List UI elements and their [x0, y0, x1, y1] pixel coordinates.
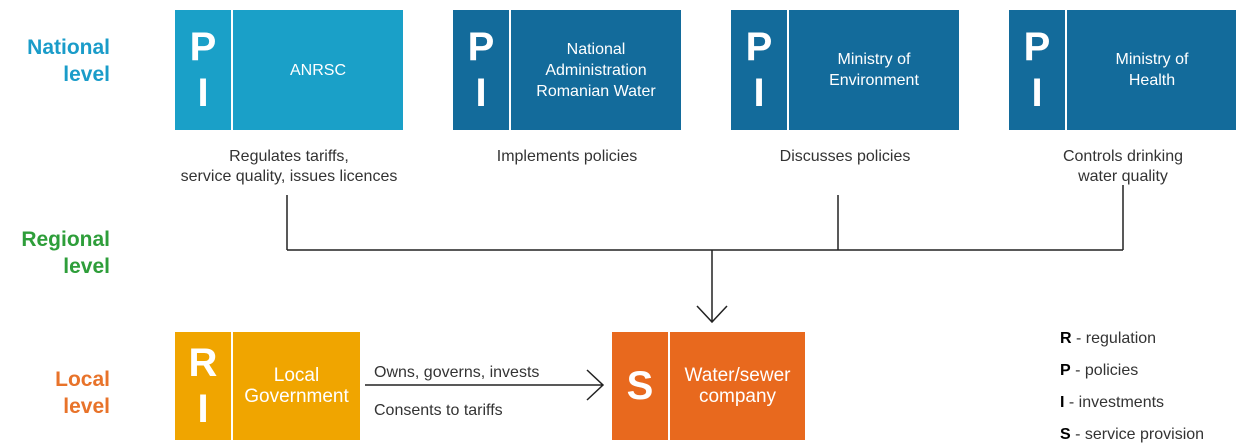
legend-item: R - regulation — [1060, 330, 1156, 348]
label-line: ANRSC — [289, 61, 346, 79]
arrowhead — [696, 305, 728, 324]
letters: S — [612, 332, 670, 440]
description-line: service quality, issues licences — [180, 168, 398, 185]
box: P I National Administration Romanian Water — [453, 10, 681, 130]
description-line: Regulates tariffs, — [229, 148, 349, 165]
letter: P — [745, 25, 773, 69]
arrow-label: Owns, governs, invests — [374, 364, 540, 381]
label-line: company — [698, 386, 777, 407]
description: Discusses policies — [701, 147, 989, 167]
level-label: Regional level — [0, 226, 110, 280]
letter: I — [197, 387, 209, 431]
legend-item: S - service provision — [1060, 426, 1204, 444]
legend-item: I - investments — [1060, 394, 1164, 412]
legend-key: S — [1060, 426, 1071, 443]
description: Regulates tariffs, service quality, issue… — [145, 147, 433, 187]
label-line: Romanian Water — [536, 82, 656, 100]
legend-text: - regulation — [1076, 330, 1157, 347]
level-line: level — [63, 63, 110, 86]
label-line: Health — [1128, 72, 1176, 89]
box: P I ANRSC — [175, 10, 403, 130]
box-label: National Administration Romanian Water — [511, 10, 681, 130]
label-line: Ministry of — [1115, 51, 1189, 68]
letter: I — [475, 71, 487, 115]
level-label: Local level — [0, 366, 110, 420]
letter: R — [188, 341, 218, 385]
description-line: Implements policies — [496, 148, 638, 165]
box: P I Ministry of Environment — [731, 10, 959, 130]
connector-lines — [286, 185, 1124, 322]
box-label: Ministry of Health — [1067, 10, 1236, 130]
letter: I — [753, 71, 765, 115]
box-label: Ministry of Environment — [789, 10, 959, 130]
description-line: Discusses policies — [779, 148, 911, 165]
legend-text: - service provision — [1075, 426, 1205, 443]
legend-key: I — [1060, 394, 1065, 411]
box-label: Local Government — [233, 332, 360, 440]
label-line: Government — [244, 386, 349, 407]
label-line: National — [566, 40, 626, 58]
description-line: Controls drinking — [1062, 148, 1184, 165]
legend-text: - policies — [1075, 362, 1139, 379]
letter: I — [1031, 71, 1043, 115]
legend-text: - investments — [1068, 394, 1165, 411]
label-line: Administration — [545, 61, 647, 79]
label-line: Environment — [829, 72, 919, 89]
level-label: National level — [0, 34, 110, 88]
label-line: Ministry of — [837, 51, 911, 68]
box: R I Local Government — [175, 332, 360, 440]
level-line: Regional — [21, 228, 110, 251]
legend-key: R — [1060, 330, 1072, 347]
letter: P — [1023, 25, 1051, 69]
legend-key: P — [1060, 362, 1071, 379]
level-line: level — [63, 395, 110, 418]
letter: P — [467, 25, 495, 69]
level-line: National — [27, 36, 110, 59]
description-line: water quality — [1078, 168, 1168, 185]
box: P I Ministry of Health — [1009, 10, 1236, 130]
label-line: Local — [273, 365, 320, 386]
box-label: Water/sewer company — [670, 332, 805, 440]
description: Implements policies — [423, 147, 711, 167]
box-label: ANRSC — [233, 10, 403, 130]
letter: P — [189, 25, 217, 69]
level-line: Local — [55, 368, 110, 391]
description: Controls drinking water quality — [979, 147, 1236, 187]
level-line: level — [63, 255, 110, 278]
arrow — [365, 369, 605, 401]
arrow-label: Consents to tariffs — [374, 402, 503, 419]
label-line: Water/sewer — [684, 365, 791, 386]
legend-item: P - policies — [1060, 362, 1138, 380]
box: S Water/sewer company — [612, 332, 805, 440]
letter: S — [626, 364, 654, 408]
letter: I — [197, 71, 209, 115]
